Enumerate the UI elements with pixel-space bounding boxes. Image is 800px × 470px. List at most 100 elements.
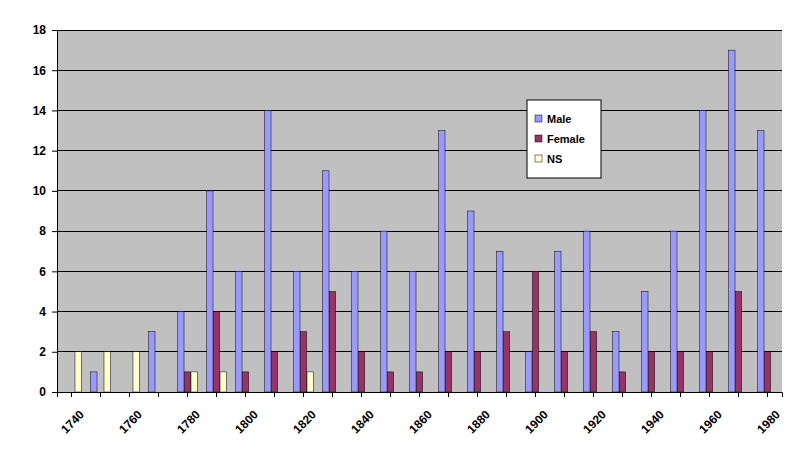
bar — [416, 372, 422, 392]
bar — [271, 352, 277, 392]
bar — [584, 231, 590, 392]
bar — [671, 231, 677, 392]
tick: 8 — [39, 224, 57, 238]
tick: 1780 — [174, 392, 203, 436]
bar — [439, 131, 445, 392]
series — [91, 50, 764, 392]
tick-mark — [52, 352, 57, 353]
bar — [735, 291, 741, 392]
legend-swatch — [535, 135, 542, 142]
bar — [162, 392, 168, 393]
bar — [387, 372, 393, 392]
tick-mark — [709, 392, 710, 397]
bar — [104, 352, 110, 392]
tick-label: 2 — [39, 345, 46, 359]
bar — [365, 392, 371, 393]
tick-label: 1840 — [348, 407, 377, 436]
bar — [468, 211, 474, 392]
tick — [158, 392, 159, 397]
legend-label: Male — [547, 113, 571, 125]
bar — [336, 392, 342, 393]
tick: 1900 — [522, 392, 551, 436]
bar — [445, 352, 451, 392]
legend: MaleFemaleNS — [527, 100, 601, 178]
tick-label: 1920 — [580, 407, 609, 436]
bar — [677, 352, 683, 392]
tick-label: 14 — [33, 104, 47, 118]
tick — [100, 392, 101, 397]
tick-mark — [564, 392, 565, 397]
bar — [97, 392, 103, 393]
tick — [448, 392, 449, 397]
tick-mark — [100, 392, 101, 397]
bar — [178, 312, 184, 392]
tick-label: 1800 — [232, 407, 261, 436]
tick-mark — [52, 151, 57, 152]
tick: 6 — [39, 265, 57, 279]
tick-label: 12 — [33, 144, 47, 158]
bars — [75, 50, 771, 392]
bar — [648, 352, 654, 392]
tick-mark — [52, 70, 57, 71]
bar — [62, 392, 68, 393]
tick-label: 1740 — [58, 407, 87, 436]
bar — [155, 392, 161, 393]
x-axis: 1740176017801800182018401860188019001920… — [58, 392, 784, 436]
tick: 1940 — [638, 392, 667, 436]
tick — [622, 392, 623, 397]
tick-mark — [622, 392, 623, 397]
tick: 2 — [39, 345, 57, 359]
tick-mark — [535, 392, 536, 397]
bar — [626, 392, 632, 393]
bar — [742, 392, 748, 393]
grid-line — [57, 190, 782, 191]
bar — [510, 392, 516, 393]
bar — [619, 372, 625, 392]
tick-mark — [680, 392, 681, 397]
axis-line — [58, 393, 783, 398]
tick-mark — [477, 392, 478, 397]
grid-line — [57, 150, 782, 151]
bar — [764, 352, 770, 392]
tick-mark — [52, 110, 57, 111]
bar — [590, 332, 596, 392]
tick-label: 1940 — [638, 407, 667, 436]
legend-label: Female — [547, 133, 585, 145]
bar — [700, 110, 706, 392]
bar — [423, 392, 429, 393]
bar — [207, 191, 213, 392]
bar — [642, 291, 648, 392]
bar — [410, 271, 416, 392]
bar — [75, 352, 81, 392]
bar — [184, 372, 190, 392]
grid-line — [57, 110, 782, 111]
bar — [265, 110, 271, 392]
tick: 1920 — [580, 392, 609, 436]
bar — [497, 251, 503, 392]
grid — [57, 30, 782, 392]
bar — [149, 332, 155, 392]
tick-mark — [129, 392, 130, 397]
bar — [249, 392, 255, 393]
tick-label: 1980 — [754, 407, 783, 436]
tick — [680, 392, 681, 397]
tick-mark — [651, 392, 652, 397]
tick-mark — [71, 392, 72, 397]
bar — [568, 392, 574, 393]
tick-label: 18 — [33, 23, 47, 37]
bar — [91, 372, 97, 392]
bar — [474, 352, 480, 392]
tick-mark — [593, 392, 594, 397]
bar — [213, 312, 219, 392]
tick: 1800 — [232, 392, 261, 436]
tick-mark — [738, 392, 739, 397]
tick-label: 1760 — [116, 407, 145, 436]
bar — [481, 392, 487, 393]
plot: 0246810121416181740176017801800182018401… — [33, 23, 784, 436]
bar — [236, 271, 242, 392]
bar — [126, 392, 132, 393]
bar — [329, 291, 335, 392]
grid-line — [57, 70, 782, 71]
tick-label: 16 — [33, 64, 47, 78]
tick: 16 — [33, 64, 57, 78]
